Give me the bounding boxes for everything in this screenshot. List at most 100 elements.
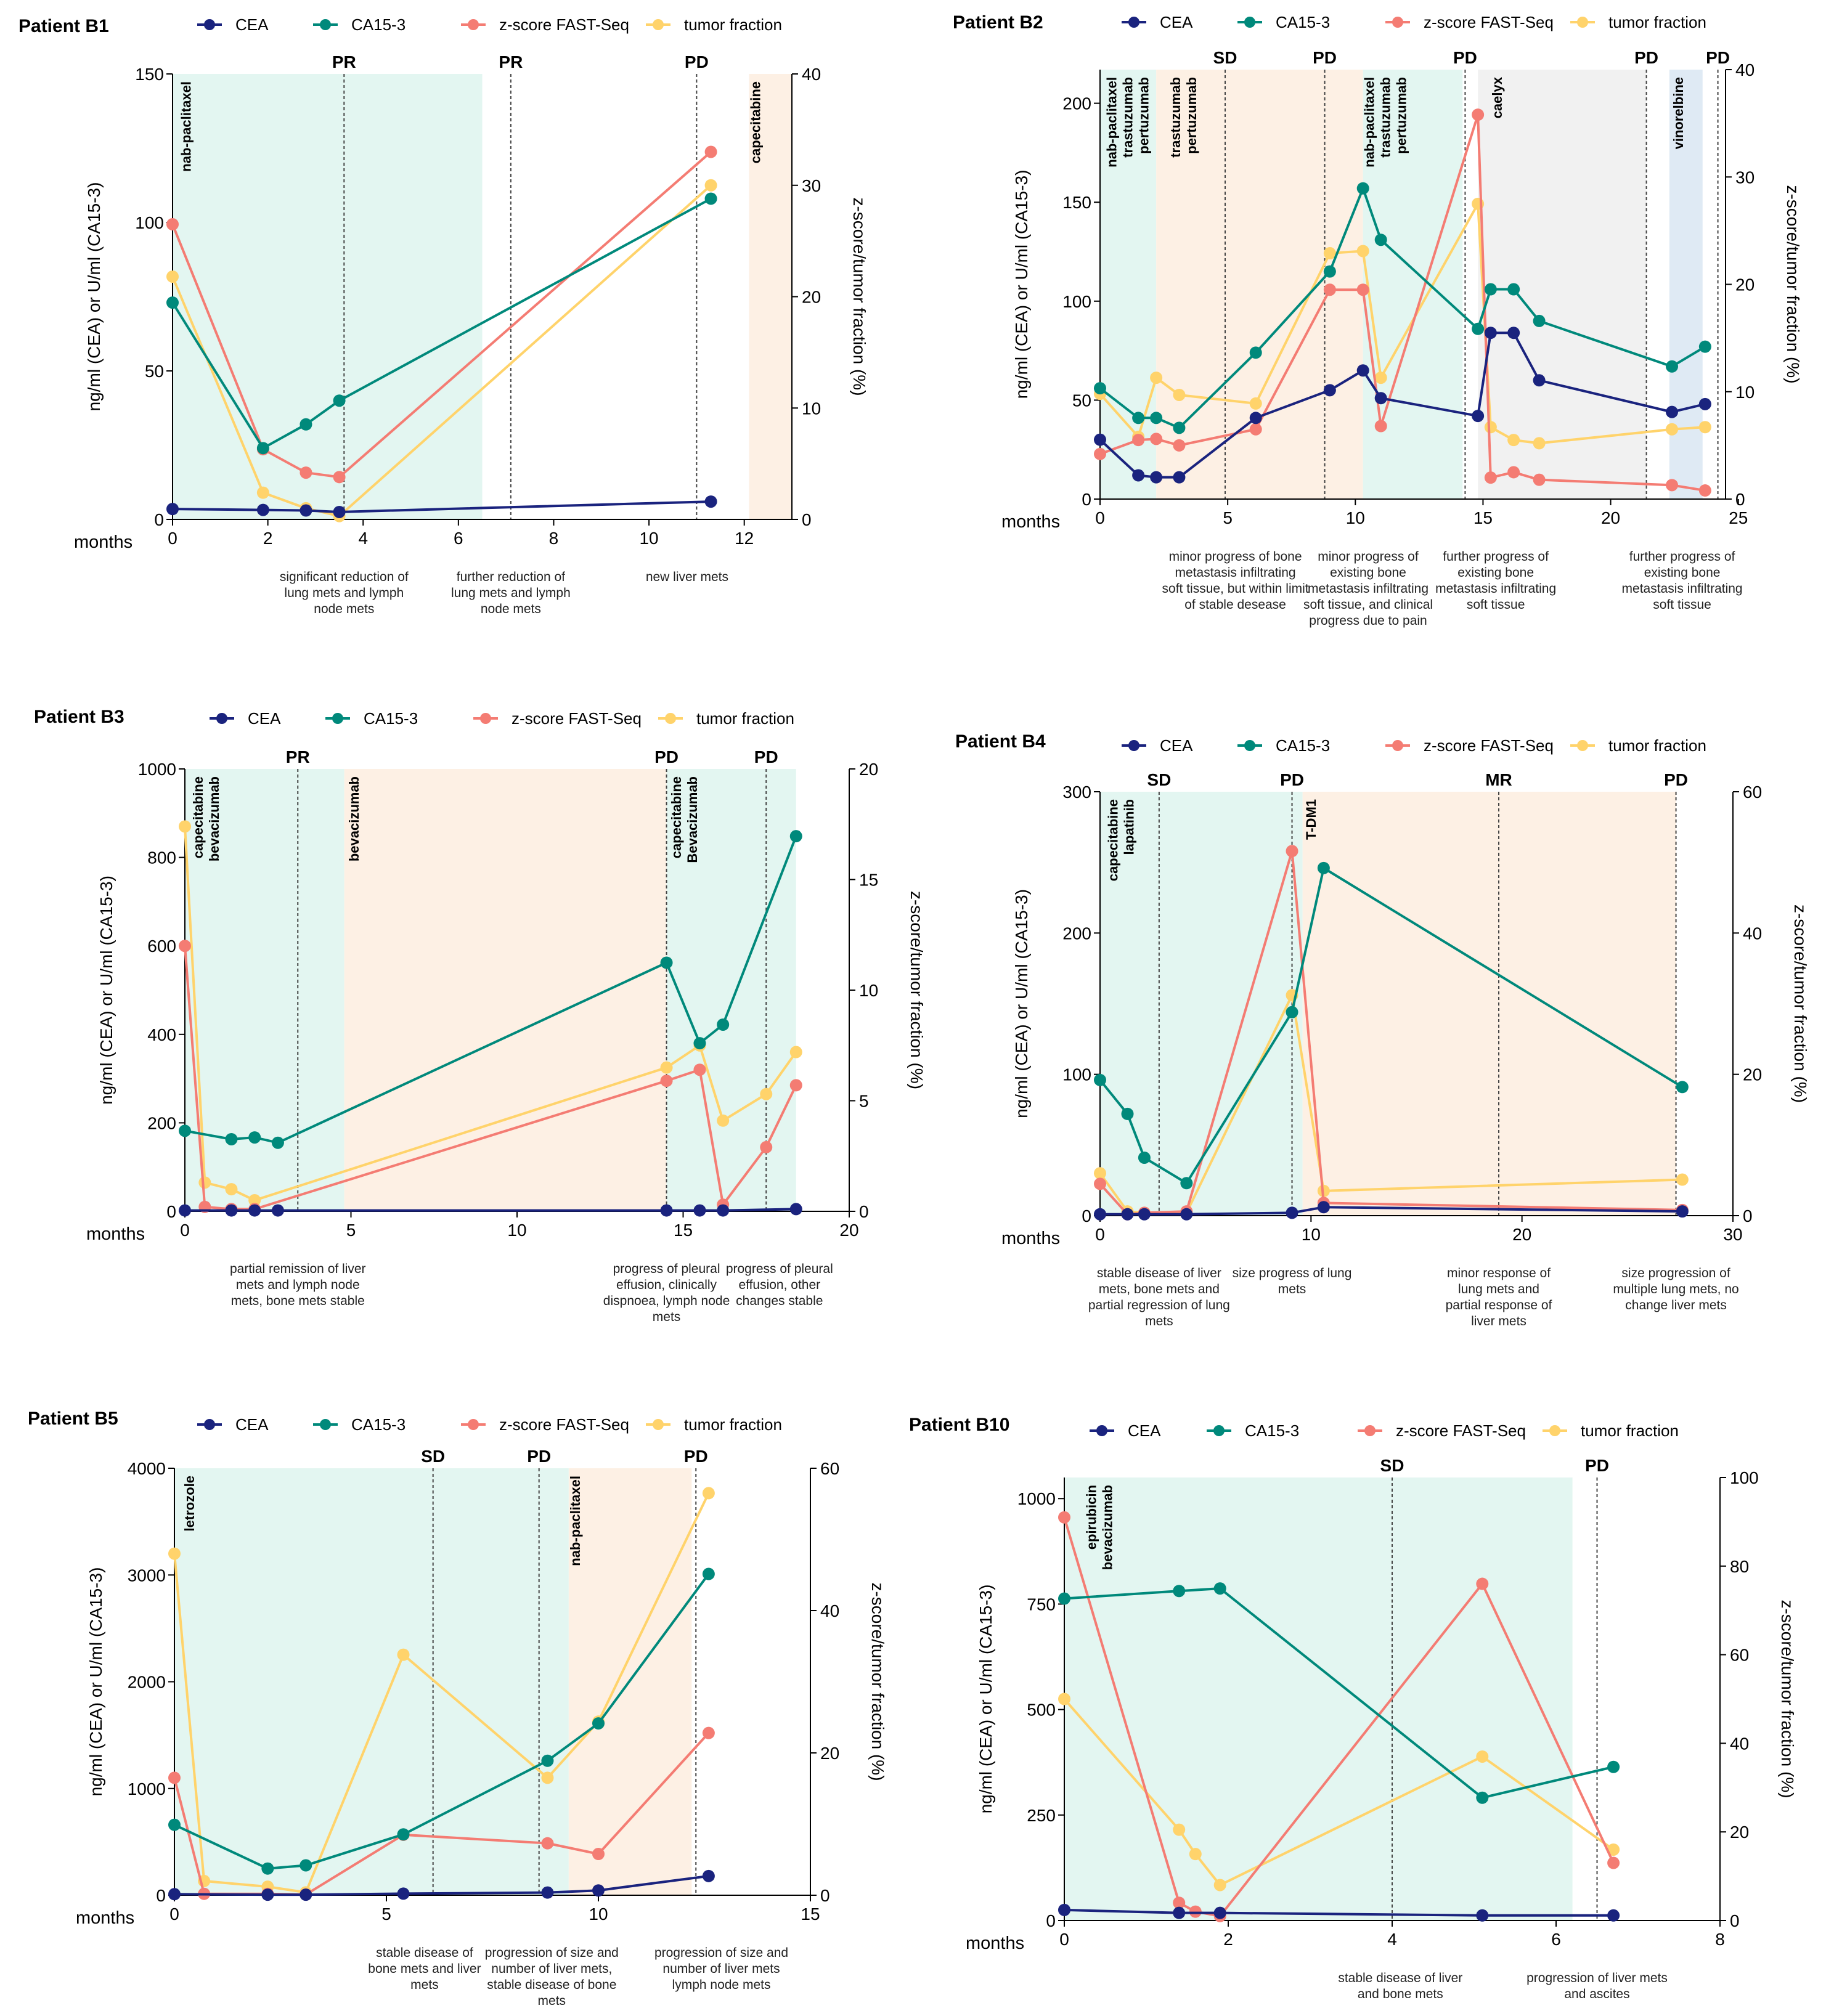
therapy-shade xyxy=(185,769,344,1211)
y-axis-left-label: ng/ml (CEA) or U/ml (CA15-3) xyxy=(976,1585,995,1814)
legend-marker xyxy=(1244,17,1255,28)
annotation-text: soft tissue, and clinical xyxy=(1303,598,1433,612)
event-label: PD xyxy=(1634,48,1658,67)
data-point xyxy=(248,1194,261,1207)
data-point xyxy=(1533,437,1546,450)
annotation-text: progression of size and xyxy=(485,1946,619,1960)
legend-label: CEA xyxy=(235,15,269,34)
x-axis-label: months xyxy=(86,1224,145,1244)
data-point xyxy=(1472,322,1485,335)
data-point xyxy=(397,1887,410,1900)
data-point xyxy=(225,1132,238,1145)
data-point xyxy=(1286,1006,1298,1018)
x-tick-label: 4 xyxy=(1387,1930,1397,1949)
data-point xyxy=(1666,360,1678,373)
therapy-shade xyxy=(749,74,792,519)
event-label: PD xyxy=(684,1447,708,1466)
x-axis-label: months xyxy=(966,1933,1024,1953)
data-point xyxy=(1173,471,1186,484)
legend-label: CEA xyxy=(235,1415,269,1434)
legend-marker xyxy=(1128,17,1139,28)
data-point xyxy=(1533,473,1546,486)
therapy-label: caelyx xyxy=(1490,76,1505,118)
x-tick-label: 0 xyxy=(168,529,177,548)
data-point xyxy=(1484,327,1497,339)
y-left-tick-label: 1000 xyxy=(1017,1489,1056,1508)
annotation-text: new liver mets xyxy=(646,570,728,584)
therapy-label: epirubicin xyxy=(1083,1485,1099,1550)
data-point xyxy=(1094,1208,1106,1221)
y-axis-left-label: ng/ml (CEA) or U/ml (CA15-3) xyxy=(86,1567,105,1797)
data-point xyxy=(1698,421,1711,434)
data-point xyxy=(300,1888,312,1901)
data-point xyxy=(1676,1173,1689,1186)
therapy-label: capecitabine xyxy=(1105,799,1120,881)
x-tick-label: 6 xyxy=(1551,1930,1561,1949)
annotation-text: progress of pleural xyxy=(613,1262,720,1276)
y-left-tick-label: 0 xyxy=(1082,1206,1091,1225)
legend-label: CEA xyxy=(1160,736,1193,755)
x-tick-label: 2 xyxy=(1223,1930,1233,1949)
legend-marker xyxy=(1128,740,1139,751)
data-point xyxy=(1323,384,1336,397)
data-point xyxy=(1698,397,1711,410)
data-point xyxy=(717,1204,730,1217)
data-point xyxy=(1698,484,1711,497)
x-tick-label: 12 xyxy=(735,529,754,548)
annotation-text: effusion, clinically xyxy=(616,1278,717,1292)
data-point xyxy=(397,1648,410,1661)
data-point xyxy=(1180,1177,1193,1190)
legend-label: z-score FAST-Seq xyxy=(499,1415,629,1434)
data-point xyxy=(1484,283,1497,296)
data-point xyxy=(1094,1073,1106,1086)
data-point xyxy=(1476,1750,1489,1763)
data-point xyxy=(1094,433,1106,446)
data-point xyxy=(693,1204,706,1217)
legend-marker xyxy=(216,713,227,724)
event-label: PD xyxy=(1664,770,1688,789)
data-point xyxy=(704,145,717,158)
event-label: PD xyxy=(527,1447,551,1466)
y-right-tick-label: 20 xyxy=(859,760,878,779)
data-point xyxy=(179,1204,191,1217)
x-tick-label: 10 xyxy=(1346,508,1365,527)
legend-marker xyxy=(204,1419,215,1430)
y-right-tick-label: 20 xyxy=(1743,1065,1762,1084)
therapy-label: T-DM1 xyxy=(1303,799,1319,840)
y-left-tick-label: 200 xyxy=(1062,924,1091,943)
y-axis-right-label: z-score/tumor fraction (%) xyxy=(1791,904,1810,1103)
x-tick-label: 20 xyxy=(1512,1225,1531,1244)
data-point xyxy=(1249,397,1262,410)
data-point xyxy=(397,1828,410,1841)
y-right-tick-label: 30 xyxy=(802,176,821,195)
series-ca15-3 xyxy=(1094,182,1711,434)
therapy-label: trastuzumab xyxy=(1168,77,1183,158)
data-point xyxy=(1374,392,1387,405)
therapy-label: capecitabine xyxy=(748,81,763,163)
y-right-tick-label: 5 xyxy=(859,1092,869,1111)
data-point xyxy=(1094,1167,1106,1180)
therapy-label: nab-paclitaxel xyxy=(179,81,194,172)
y-left-tick-label: 200 xyxy=(1062,94,1091,113)
annotation-text: lymph node mets xyxy=(672,1978,771,1992)
data-point xyxy=(1132,469,1145,482)
legend-marker xyxy=(1392,17,1403,28)
y-left-tick-label: 0 xyxy=(1046,1911,1056,1930)
series-z-score-fast-seq xyxy=(1094,108,1711,497)
x-tick-label: 20 xyxy=(1601,508,1620,527)
event-label: PD xyxy=(1706,48,1730,67)
legend-marker xyxy=(1577,17,1588,28)
annotation-text: further reduction of xyxy=(457,570,565,584)
data-point xyxy=(704,192,717,205)
data-point xyxy=(256,503,269,516)
event-label: PR xyxy=(499,52,523,71)
therapy-label: vinorelbine xyxy=(1671,77,1686,149)
therapy-shade xyxy=(1302,792,1676,1216)
y-right-tick-label: 0 xyxy=(1730,1911,1740,1930)
series-line xyxy=(1063,1698,1615,1887)
data-point xyxy=(1476,1909,1489,1922)
annotation-text: further progress of xyxy=(1629,550,1735,564)
annotation-text: stable disease of xyxy=(376,1946,473,1960)
x-tick-label: 10 xyxy=(639,529,658,548)
legend-label: CA15-3 xyxy=(1276,13,1330,31)
